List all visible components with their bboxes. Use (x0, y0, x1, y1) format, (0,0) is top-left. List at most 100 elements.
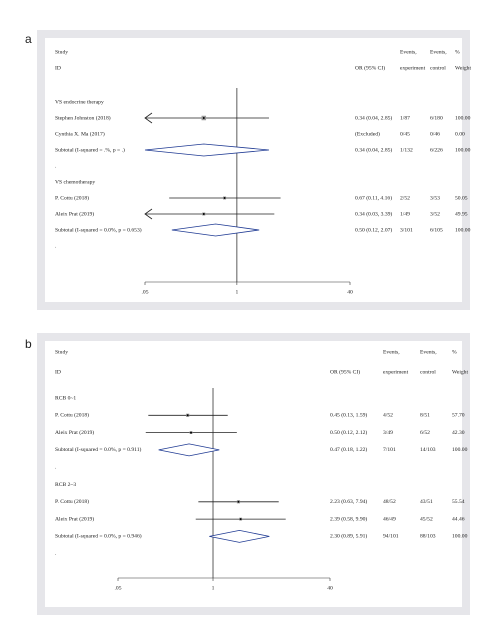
events-control: 8/51 (420, 413, 430, 419)
events-experiment: 46/49 (383, 516, 396, 522)
point-estimate (223, 197, 226, 199)
events-control: 43/51 (420, 499, 433, 505)
column-header: % (455, 49, 460, 55)
weight: 100.00 (452, 447, 468, 453)
events-experiment: 48/52 (383, 499, 396, 505)
point-estimate (190, 431, 193, 434)
group-footer: . (55, 243, 57, 249)
subtotal-label: Subtotal (I-squared = 0.0%, p = 0.653) (55, 226, 142, 233)
plot-area (45, 38, 462, 302)
ci-label: 2.39 (0.58, 9.90) (330, 515, 367, 522)
column-header: OR (95% CI) (330, 368, 360, 375)
point-estimate (202, 213, 205, 215)
point-estimate (237, 500, 240, 503)
study-label: Aleix Prat (2019) (55, 429, 94, 436)
group-footer: . (55, 163, 57, 169)
subtotal-diamond (209, 529, 270, 543)
ci-label: 2.23 (0.63, 7.94) (330, 498, 367, 505)
events-experiment: 1/49 (400, 211, 410, 217)
events-experiment: 1/132 (400, 147, 413, 153)
events-control: 6/180 (430, 115, 443, 121)
study-label: Stephen Johnston (2018) (55, 114, 111, 121)
ci-label: 0.34 (0.04, 2.85) (355, 146, 392, 153)
ci-label: 0.45 (0.13, 1.59) (330, 412, 367, 419)
x-tick-label: 40 (327, 585, 333, 591)
study-label: P. Cottu (2018) (55, 412, 89, 419)
weight: 0.00 (455, 131, 465, 137)
panel-label: a (25, 32, 32, 46)
panel-label: b (25, 337, 32, 351)
events-experiment: 2/52 (400, 195, 410, 201)
plot-area (45, 341, 462, 607)
column-header: experiment (400, 65, 426, 71)
subtotal-label: Subtotal (I-squared = 0.0%, p = 0.911) (55, 446, 142, 453)
column-header: Study (55, 49, 68, 55)
weight: 42.30 (452, 430, 465, 436)
column-header: Events, (420, 349, 437, 355)
study-label: Cynthia X. Ma (2017) (55, 130, 105, 137)
column-header: Study (55, 349, 68, 355)
study-label: P. Cottu (2018) (55, 498, 89, 505)
x-tick-label: 1 (212, 585, 215, 591)
weight: 44.46 (452, 516, 465, 522)
column-header: % (452, 349, 457, 355)
x-tick-label: .05 (115, 585, 122, 591)
column-header: control (420, 369, 436, 375)
group-footer: . (55, 464, 57, 470)
events-control: 3/52 (430, 211, 440, 217)
study-label: Aleix Prat (2019) (55, 210, 94, 217)
weight: 100.00 (455, 115, 471, 121)
events-control: 6/52 (420, 430, 430, 436)
study-label: Aleix Prat (2019) (55, 515, 94, 522)
x-tick-label: 40 (347, 289, 353, 295)
weight: 100.00 (452, 534, 468, 540)
column-header: experiment (383, 369, 409, 375)
events-control: 14/103 (420, 447, 436, 453)
events-control: 6/226 (430, 147, 443, 153)
point-estimate (202, 117, 205, 119)
subtotal-label: Subtotal (I-squared = 0.0%, p = 0.946) (55, 533, 142, 540)
ci-arrow (144, 208, 153, 220)
ci-label: 0.34 (0.04, 2.85) (355, 114, 392, 121)
events-control: 6/105 (430, 227, 443, 233)
weight: 55.54 (452, 499, 465, 505)
events-experiment: 7/101 (383, 447, 396, 453)
events-control: 0/46 (430, 131, 440, 137)
point-estimate (186, 414, 189, 417)
subtotal-diamond (171, 223, 260, 237)
column-header: Weight (452, 369, 468, 375)
events-experiment: 3/101 (400, 227, 413, 233)
events-experiment: 3/49 (383, 430, 393, 436)
point-estimate (239, 518, 242, 521)
ci-label: 0.67 (0.11, 4.16) (355, 194, 392, 201)
events-experiment: 94/101 (383, 534, 399, 540)
group-label: VS endocrine therapy (55, 99, 104, 105)
column-header: control (430, 65, 446, 71)
ci-label: 2.30 (0.89, 5.91) (330, 533, 367, 540)
group-label: VS chemotherapy (55, 179, 95, 185)
x-tick-label: 1 (235, 289, 238, 295)
events-experiment: 4/52 (383, 413, 393, 419)
x-tick-label: .05 (142, 289, 149, 295)
ci-label: 0.50 (0.12, 2.07) (355, 226, 392, 233)
events-experiment: 1/87 (400, 115, 410, 121)
weight: 57.70 (452, 413, 465, 419)
weight: 100.00 (455, 227, 471, 233)
column-header: ID (55, 65, 61, 71)
ci-label: 0.50 (0.12, 2.12) (330, 429, 367, 436)
column-header: Events, (400, 49, 417, 55)
group-footer: . (55, 551, 57, 557)
events-control: 45/52 (420, 516, 433, 522)
events-control: 88/103 (420, 534, 436, 540)
group-label: RCB 0~1 (55, 395, 76, 401)
group-label: RCB 2~3 (55, 482, 76, 488)
subtotal-diamond (158, 443, 220, 457)
subtotal-diamond (144, 143, 270, 157)
column-header: Weight (455, 65, 471, 71)
ci-arrow (144, 112, 153, 124)
weight: 50.05 (455, 195, 468, 201)
ci-label: (Excluded) (355, 130, 380, 137)
study-label: P. Cottu (2018) (55, 194, 89, 201)
ci-label: 0.47 (0.18, 1.22) (330, 446, 367, 453)
